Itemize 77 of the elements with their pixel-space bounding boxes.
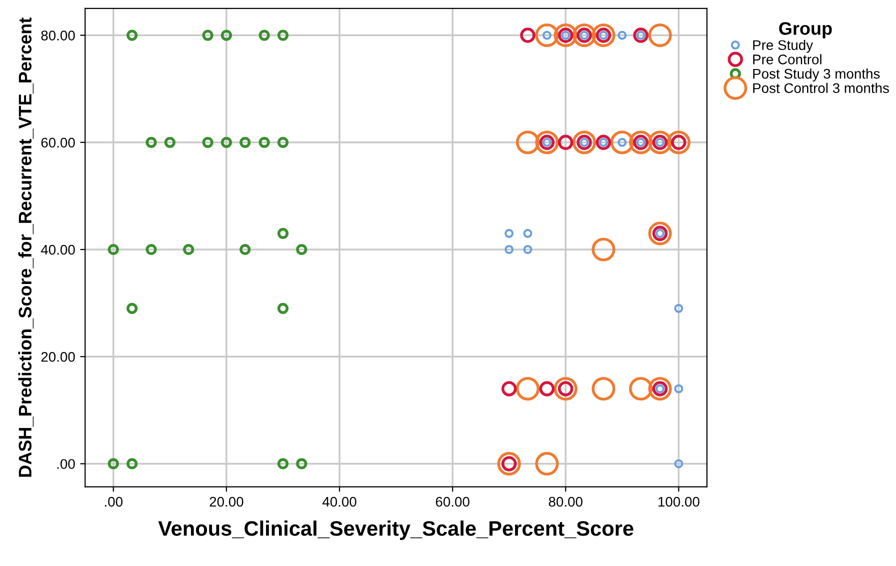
x-tick-label: 20.00 <box>210 496 244 507</box>
point <box>520 28 536 43</box>
point <box>610 130 634 154</box>
point <box>554 23 578 48</box>
point <box>277 228 289 239</box>
y-tick-label: 60.00 <box>41 138 75 148</box>
y-tick-label: 40.00 <box>40 244 75 255</box>
point <box>126 458 138 470</box>
point <box>108 458 119 470</box>
point <box>648 222 672 246</box>
point <box>240 244 251 256</box>
x-tick-label: 100.00 <box>658 496 700 507</box>
point <box>674 459 684 468</box>
x-tick-label: .00 <box>105 496 122 507</box>
point <box>108 244 119 256</box>
point <box>535 23 559 48</box>
x-tick-label: 60.00 <box>436 496 470 507</box>
point <box>202 136 214 148</box>
legend-label: Pre Control <box>753 54 822 64</box>
point <box>516 376 540 401</box>
y-axis-title: DASH_Prediction_Score_for_Recurrent_VTE_Percent <box>18 18 34 477</box>
point <box>183 244 194 256</box>
point <box>504 228 514 238</box>
point <box>277 302 289 314</box>
point <box>554 376 578 401</box>
point <box>164 136 176 148</box>
point <box>523 244 532 254</box>
point <box>126 30 138 41</box>
point <box>558 134 574 150</box>
point <box>504 244 514 254</box>
point <box>220 136 232 148</box>
point <box>497 452 521 476</box>
point <box>126 302 138 314</box>
point <box>648 130 672 154</box>
point <box>648 376 672 401</box>
legend-label: Pre Study <box>753 40 814 53</box>
point <box>596 134 612 150</box>
point <box>629 130 653 154</box>
point <box>539 381 555 396</box>
point <box>592 23 616 48</box>
point <box>296 244 308 256</box>
x-axis-title: Venous_Clinical_Severity_Scale_Percent_Score <box>158 520 634 540</box>
point <box>674 384 684 394</box>
legend-label: Post Study 3 months <box>753 68 880 82</box>
point <box>618 30 627 40</box>
point <box>146 244 157 256</box>
point <box>572 130 596 154</box>
point <box>501 381 517 396</box>
point <box>202 30 214 41</box>
point <box>277 30 289 41</box>
point <box>220 30 232 41</box>
y-tick-label: .00 <box>57 459 75 469</box>
point <box>296 458 308 470</box>
point <box>258 136 270 148</box>
point <box>240 136 251 148</box>
point <box>535 452 559 476</box>
point <box>277 136 289 148</box>
point <box>258 30 270 41</box>
point <box>592 238 616 262</box>
point <box>572 23 596 48</box>
y-tick-label: 20.00 <box>41 352 75 362</box>
point <box>516 130 540 154</box>
legend-label: Post Control 3 months <box>753 82 889 94</box>
point <box>535 130 559 154</box>
x-tick-label: 40.00 <box>322 496 356 507</box>
x-tick-label: 80.00 <box>548 496 582 507</box>
point <box>633 28 648 43</box>
point <box>674 304 684 313</box>
point <box>666 130 690 154</box>
point <box>523 228 532 238</box>
point <box>146 136 157 148</box>
y-tick-label: 80.00 <box>41 30 75 40</box>
point <box>592 376 616 401</box>
point <box>277 458 289 470</box>
point <box>648 23 672 48</box>
legend-title: Group <box>779 22 832 38</box>
point <box>629 376 653 401</box>
